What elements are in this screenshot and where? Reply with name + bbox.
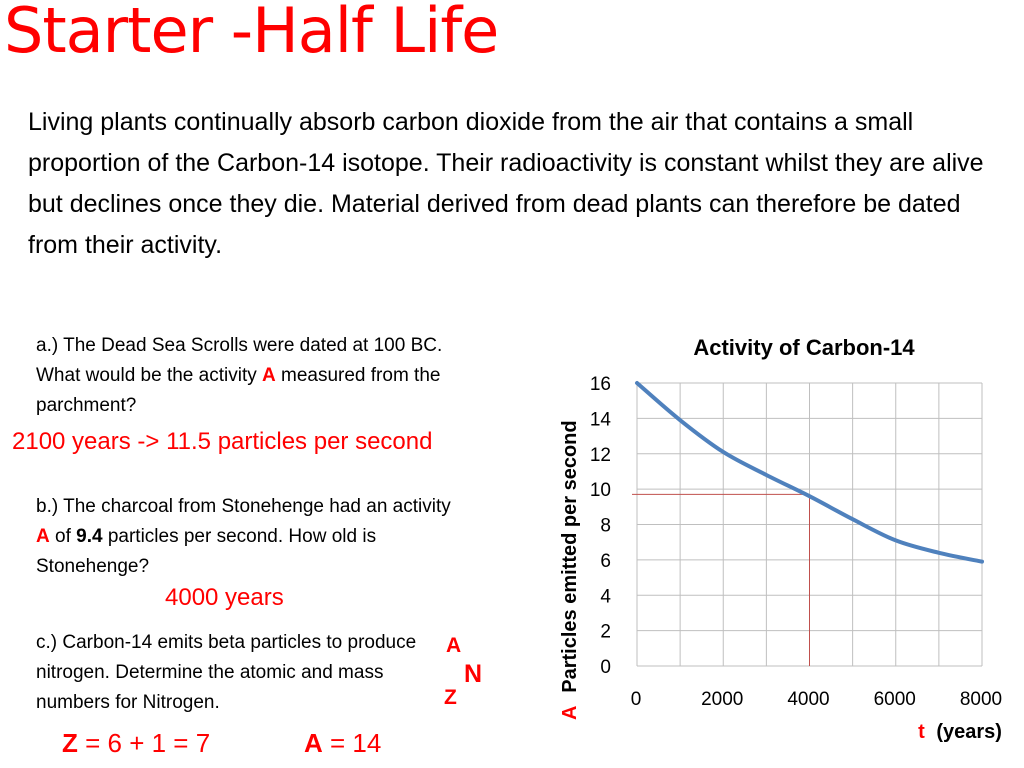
- intro-paragraph: Living plants continually absorb carbon …: [28, 108, 984, 259]
- question-b-prefix: b.) The charcoal from Stonehenge had an …: [36, 496, 451, 517]
- data-point: [765, 473, 768, 476]
- y-axis-label: A Particles emitted per second: [559, 420, 581, 720]
- question-b-suffix: particles per second. How old is Stonehe…: [36, 526, 377, 577]
- answer-c-z: Z = 6 + 1 = 7: [62, 728, 210, 759]
- answer-c-z-value: = 6 + 1 = 7: [77, 728, 211, 758]
- x-axis-label: t (years): [918, 721, 1002, 743]
- y-tick-label: 2: [600, 622, 611, 643]
- data-point: [937, 551, 940, 554]
- chart-title: Activity of Carbon-14: [693, 335, 915, 360]
- answer-c-a-symbol: A: [304, 728, 323, 758]
- answer-c-a-value: = 14: [322, 728, 382, 758]
- data-point: [894, 539, 897, 542]
- x-axis-symbol: t: [918, 721, 925, 743]
- answer-b: 4000 years: [165, 584, 284, 611]
- data-point: [679, 419, 682, 422]
- svg-text:A Particles emitted per: A Particles emitted per second: [559, 420, 581, 720]
- question-a-prefix: a.) The Dead Sea Scrolls were dated at 1…: [36, 335, 443, 386]
- data-point: [808, 495, 811, 498]
- chart-series: [635, 381, 984, 564]
- data-point: [851, 518, 854, 521]
- y-tick-label: 10: [590, 480, 611, 501]
- question-c: c.) Carbon-14 emits beta particles to pr…: [36, 632, 417, 713]
- chart-tick-labels: 0 2 4 6 8 10 12 14 16 0 2000 4000 6000 8000: [590, 374, 1002, 710]
- question-b-mid: of: [49, 526, 77, 547]
- x-tick-label: 0: [631, 689, 642, 710]
- nuclide-mass-label: A: [446, 634, 462, 657]
- y-axis-symbol: A: [559, 706, 581, 720]
- y-tick-label: 12: [590, 445, 611, 466]
- question-b: b.) The charcoal from Stonehenge had an …: [36, 492, 456, 582]
- nuclide-element: N: [464, 660, 483, 688]
- series-line: [635, 381, 984, 564]
- slide-title: Starter -Half Life: [4, 0, 499, 67]
- data-point: [981, 560, 984, 563]
- question-a-suffix: measured from the parchment?: [36, 365, 441, 416]
- question-a-symbol: A: [262, 365, 276, 386]
- y-tick-label: 4: [600, 586, 611, 607]
- x-axis-unit: (years): [936, 721, 1002, 743]
- nuclide-atomic-label: Z: [444, 686, 457, 709]
- answer-a: 2100 years -> 11.5 particles per second: [12, 428, 433, 455]
- question-a: a.) The Dead Sea Scrolls were dated at 1…: [36, 331, 456, 421]
- x-tick-label: 8000: [960, 689, 1002, 710]
- y-tick-label: 0: [600, 657, 611, 678]
- question-b-value: 9.4: [76, 526, 103, 547]
- question-b-symbol: A: [36, 526, 50, 547]
- reading-lines: [632, 493, 810, 666]
- x-tick-label: 2000: [701, 689, 743, 710]
- y-tick-label: 16: [590, 374, 611, 395]
- data-point: [722, 450, 725, 453]
- y-tick-label: 8: [600, 516, 611, 537]
- x-tick-label: 4000: [787, 689, 829, 710]
- answer-c-a: A = 14: [304, 728, 381, 759]
- x-tick-label: 6000: [874, 689, 916, 710]
- answer-c-z-symbol: Z: [62, 728, 78, 758]
- data-point: [636, 382, 639, 385]
- y-tick-label: 6: [600, 551, 611, 572]
- y-tick-label: 14: [590, 409, 612, 430]
- y-axis-text: Particles emitted per second: [559, 420, 581, 692]
